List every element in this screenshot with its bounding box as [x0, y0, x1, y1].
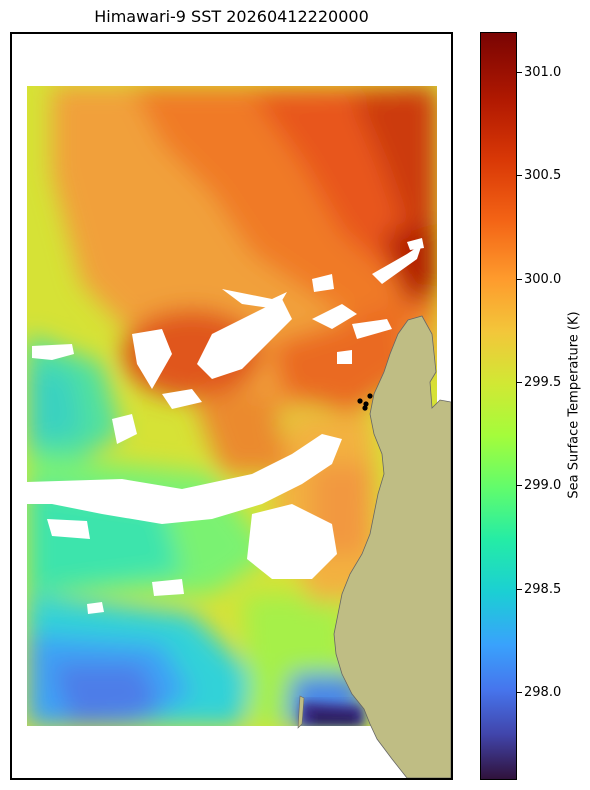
colorbar-tick [517, 279, 522, 280]
colorbar-tick-label: 300.0 [524, 272, 562, 287]
colorbar-tick [517, 382, 522, 383]
colorbar [480, 32, 517, 780]
station-marker [362, 405, 368, 411]
map-title: Himawari-9 SST 20260412220000 [94, 7, 369, 26]
colorbar-tick-label: 298.0 [524, 685, 562, 700]
cloud-mask [27, 238, 424, 614]
colorbar-tick-label: 301.0 [524, 65, 562, 80]
sst-map [27, 86, 451, 778]
colorbar-tick [517, 485, 522, 486]
colorbar-tick-label: 299.0 [524, 478, 562, 493]
colorbar-tick-label: 300.5 [524, 168, 562, 183]
colorbar-tick [517, 589, 522, 590]
colorbar-label: Sea Surface Temperature (K) [566, 311, 582, 499]
station-marker [367, 393, 373, 399]
station-marker [363, 401, 369, 407]
map-frame [10, 32, 453, 780]
colorbar-tick [517, 72, 522, 73]
landmass [333, 315, 451, 778]
station-marker [357, 398, 363, 404]
colorbar-tick [517, 175, 522, 176]
island [297, 695, 305, 729]
colorbar-tick-label: 299.5 [524, 375, 562, 390]
station-markers [357, 393, 373, 411]
colorbar-tick [517, 692, 522, 693]
colorbar-tick-label: 298.5 [524, 582, 562, 597]
